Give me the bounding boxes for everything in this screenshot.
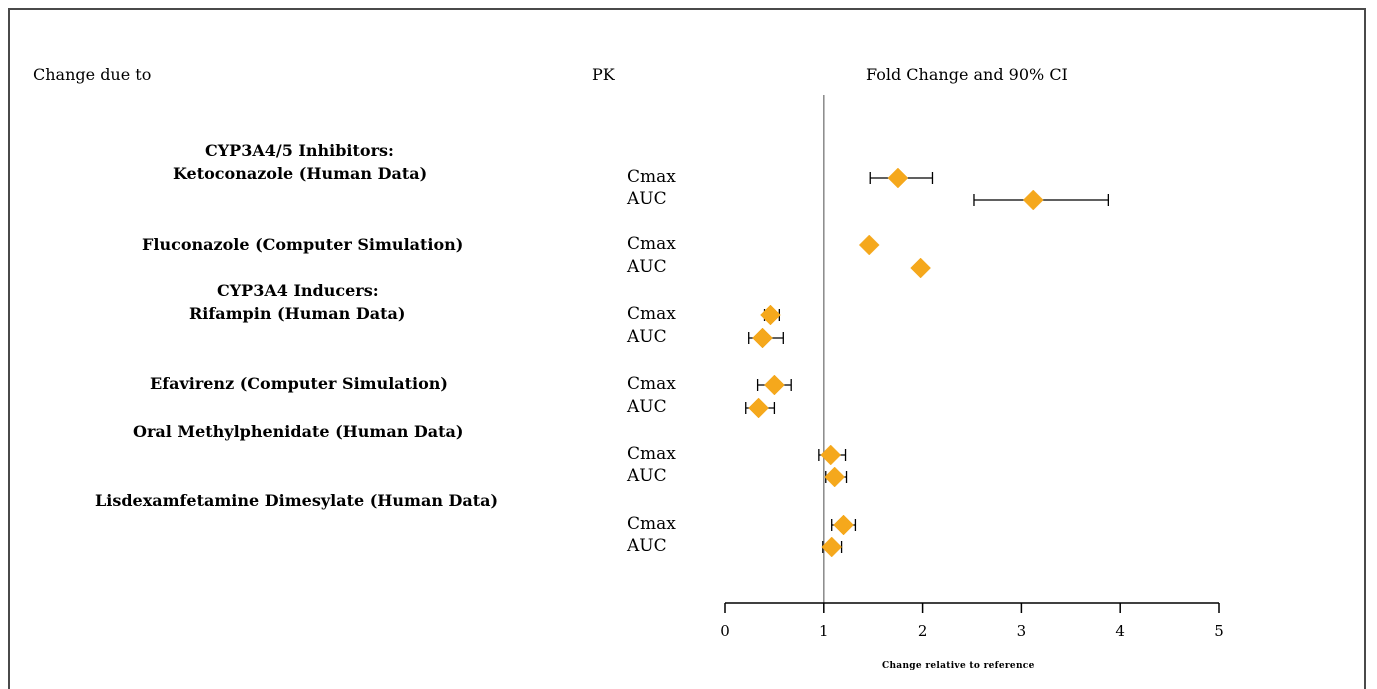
estimate-marker — [764, 374, 785, 396]
x-tick-label: 2 — [918, 622, 928, 640]
x-tick-label: 0 — [720, 622, 730, 640]
group-label-inhibitors-heading: CYP3A4/5 Inhibitors: — [205, 141, 394, 160]
change-due-to-header: Change due to — [33, 65, 152, 84]
x-tick-label: 4 — [1115, 622, 1125, 640]
pk-label-auc: AUC — [627, 536, 667, 556]
x-tick-label: 1 — [819, 622, 829, 640]
group-label-lisdexamfetamine: Lisdexamfetamine Dimesylate (Human Data) — [95, 491, 499, 510]
x-tick-label: 5 — [1214, 622, 1224, 640]
x-axis-label: Change relative to reference — [882, 661, 1035, 671]
chart-title: Fold Change and 90% CI — [866, 65, 1068, 84]
group-label-ketoconazole: Ketoconazole (Human Data) — [173, 164, 428, 183]
estimate-marker — [1022, 189, 1044, 211]
estimate-marker — [833, 514, 854, 536]
x-tick-label: 3 — [1017, 622, 1027, 640]
estimate-marker — [748, 397, 769, 419]
group-label-efavirenz: Efavirenz (Computer Simulation) — [150, 374, 448, 393]
estimate-marker — [858, 234, 880, 256]
figure-frame — [8, 8, 1366, 689]
group-label-rifampin: Rifampin (Human Data) — [189, 304, 406, 323]
estimate-marker — [820, 444, 842, 466]
group-label-fluconazole: Fluconazole (Computer Simulation) — [142, 235, 464, 254]
estimate-marker — [887, 167, 909, 189]
pk-label-auc: AUC — [627, 257, 667, 277]
pk-label-auc: AUC — [627, 327, 667, 347]
group-label-methylphenidate: Oral Methylphenidate (Human Data) — [133, 422, 464, 441]
pk-label-auc: AUC — [627, 397, 667, 417]
estimate-marker — [752, 327, 773, 349]
pk-label-cmax: Cmax — [627, 234, 676, 254]
pk-label-auc: AUC — [627, 466, 667, 486]
pk-label-cmax: Cmax — [627, 444, 676, 464]
pk-label-cmax: Cmax — [627, 304, 676, 324]
pk-label-cmax: Cmax — [627, 514, 676, 534]
pk-label-auc: AUC — [627, 189, 667, 209]
pk-label-cmax: Cmax — [627, 167, 676, 187]
estimate-marker — [821, 536, 843, 558]
estimate-marker — [760, 304, 781, 326]
pk-label-cmax: Cmax — [627, 374, 676, 394]
estimate-marker — [910, 257, 931, 279]
group-label-inducers-heading: CYP3A4 Inducers: — [217, 281, 379, 300]
estimate-marker — [824, 466, 846, 488]
pk-header: PK — [592, 65, 615, 84]
